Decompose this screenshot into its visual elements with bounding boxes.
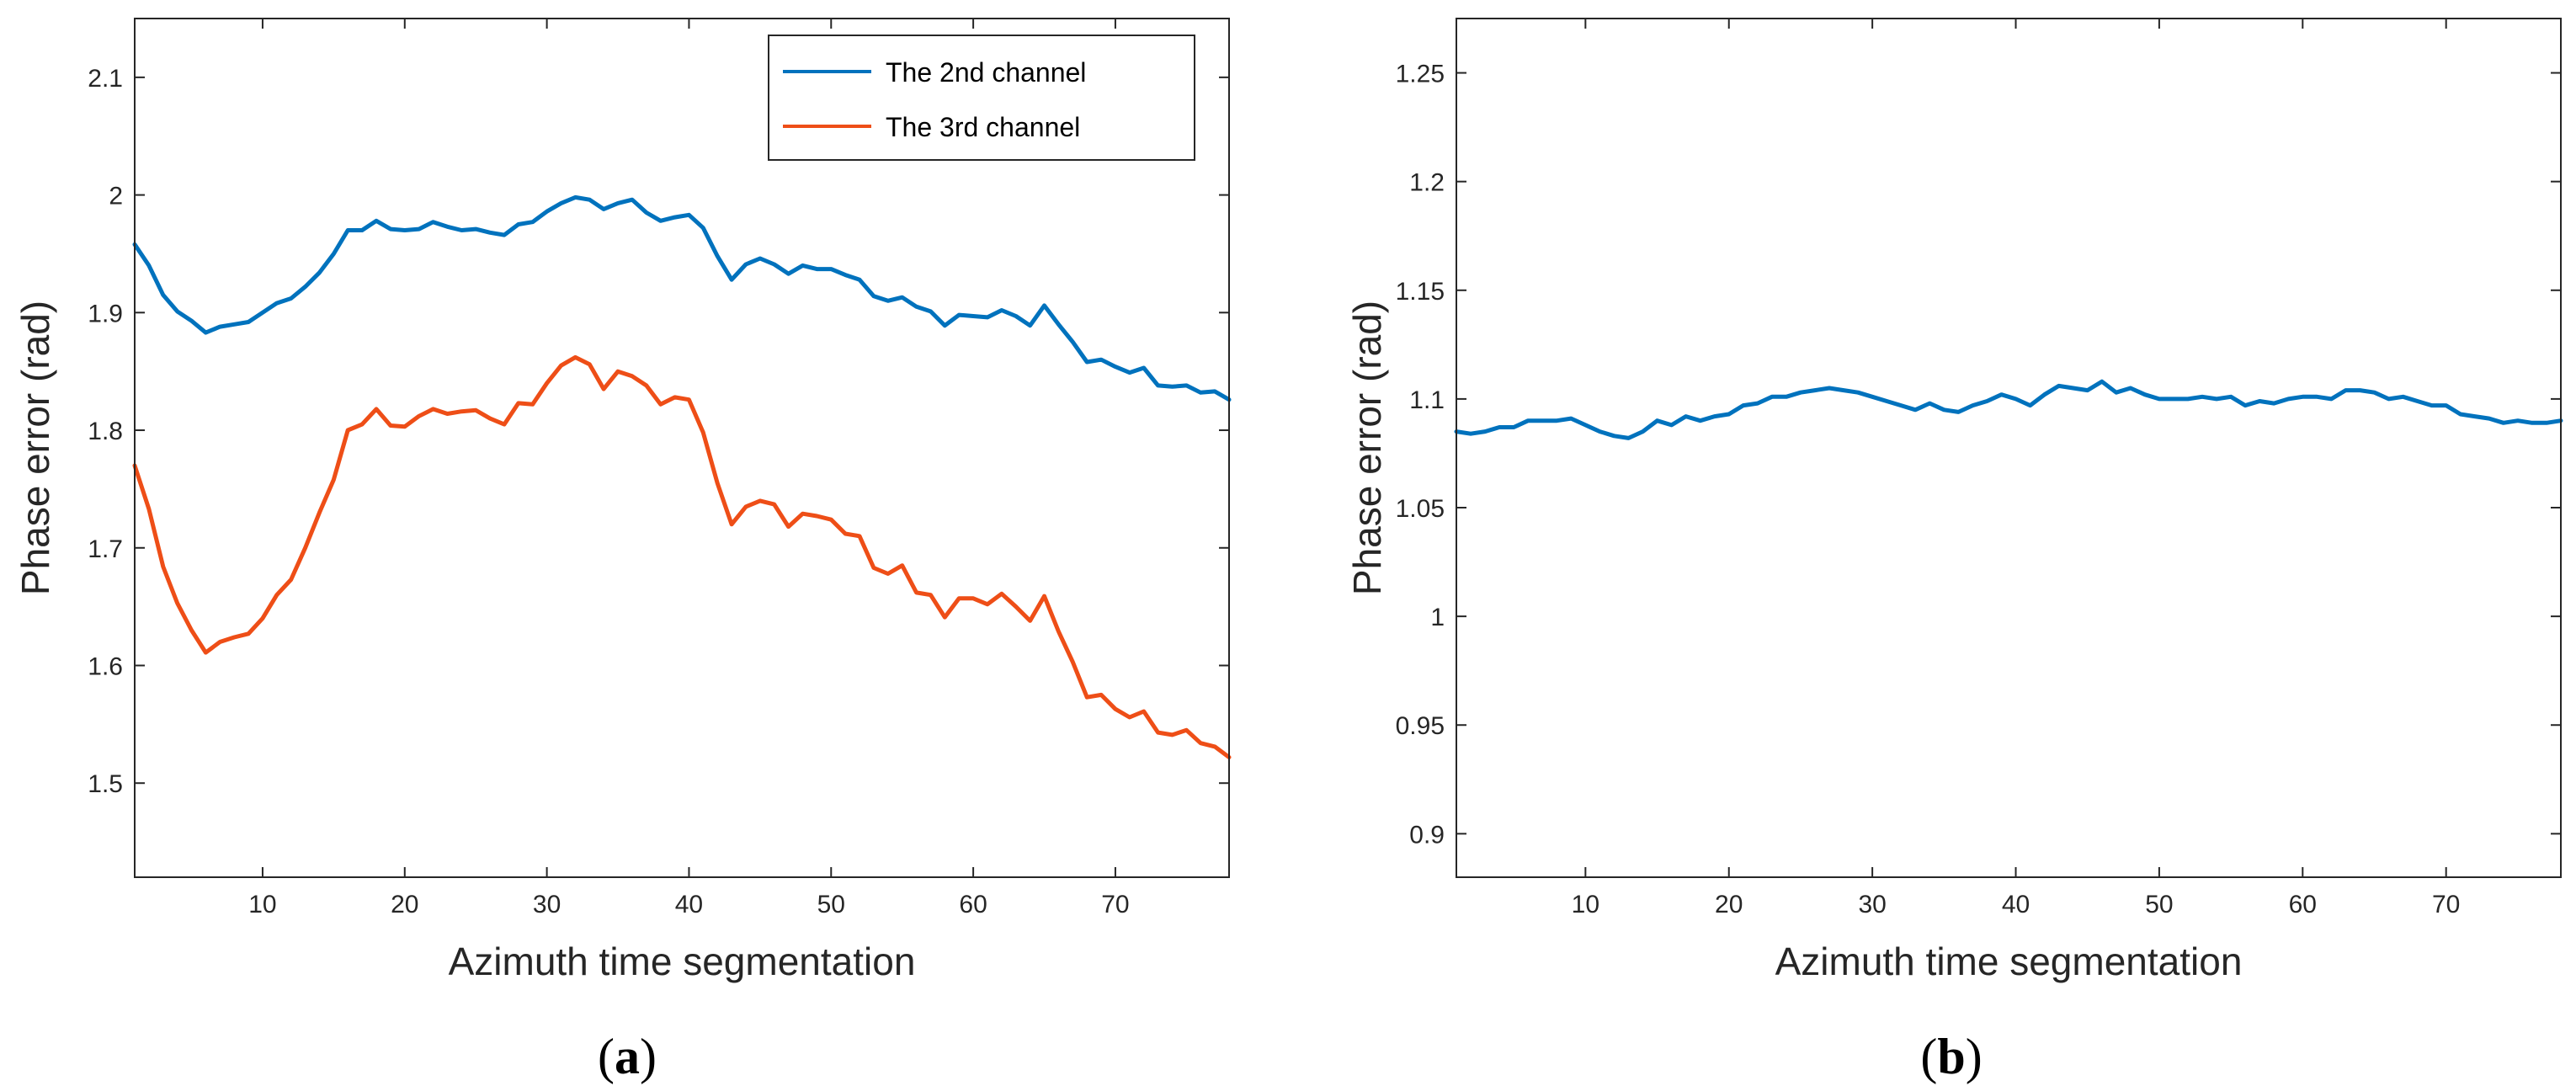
- x-tick-label: 30: [533, 891, 561, 918]
- panel-caption-a: (a): [598, 1029, 657, 1084]
- x-tick-label: 40: [675, 891, 703, 918]
- x-tick-label: 20: [1715, 891, 1743, 918]
- plot-frame-b: [1456, 18, 2562, 878]
- series-line-the-2nd-channel-a: [132, 194, 1232, 402]
- x-axis-label-a: Azimuth time segmentation: [449, 940, 916, 983]
- x-tick-label: 50: [817, 891, 845, 918]
- legend-label-3rd-channel: The 3rd channel: [886, 112, 1080, 142]
- panel-caption-letter-a: a: [615, 1029, 640, 1084]
- legend-box: [768, 35, 1195, 161]
- x-tick-label: 60: [959, 891, 987, 918]
- y-tick-label: 1.8: [88, 418, 123, 445]
- y-tick-label: 1.2: [1409, 169, 1445, 197]
- x-tick-label: 50: [2145, 891, 2173, 918]
- y-tick-label: 1.6: [88, 652, 123, 680]
- plot-frame-a: [134, 18, 1230, 878]
- panel-caption-letter-b: b: [1937, 1029, 1965, 1084]
- chart-panel-a: 10 20 30 40 50 60 70 1.5 1.6 1.7 1.8 1.9 2 2.1 Azimut…: [13, 18, 1232, 1084]
- legend: The 2nd channel The 3rd channel: [768, 35, 1195, 161]
- x-tick-label: 20: [391, 891, 418, 918]
- y-tick-label: 2: [109, 183, 123, 210]
- x-axis-label-b: Azimuth time segmentation: [1775, 940, 2243, 983]
- x-tick-label: 30: [1858, 891, 1886, 918]
- y-tick-label: 1.9: [88, 300, 123, 327]
- x-tick-label: 10: [248, 891, 276, 918]
- y-tick-label: 1.7: [88, 535, 123, 563]
- y-tick-label: 2.1: [88, 65, 123, 93]
- chart-panel-b: 10 20 30 40 50 60 70 0.9 0.95 1 1.05 1.1 1.15 1.2 1.25…: [1345, 18, 2563, 1084]
- y-tick-label: 1.05: [1396, 495, 1445, 523]
- x-tick-label: 10: [1572, 891, 1599, 918]
- panel-caption-b: (b): [1920, 1029, 1982, 1084]
- y-tick-label: 1.1: [1409, 386, 1445, 414]
- y-tick-label: 0.9: [1409, 821, 1445, 849]
- x-tick-label: 40: [2002, 891, 2030, 918]
- legend-label-2nd-channel: The 2nd channel: [886, 57, 1086, 88]
- x-tick-label: 60: [2289, 891, 2317, 918]
- series-line-the-3rd-channel-a: [132, 354, 1232, 759]
- y-tick-label: 1: [1430, 604, 1445, 631]
- x-tick-label: 70: [1101, 891, 1129, 918]
- y-axis-label-a: Phase error (rad): [13, 301, 57, 595]
- x-tick-label: 70: [2432, 891, 2460, 918]
- y-tick-label: 1.25: [1396, 61, 1445, 88]
- y-tick-label: 1.5: [88, 770, 123, 798]
- y-tick-label: 1.15: [1396, 278, 1445, 306]
- y-axis-label-b: Phase error (rad): [1345, 301, 1389, 595]
- series-line-phase-error-b: [1454, 379, 2563, 440]
- y-tick-label: 0.95: [1396, 712, 1445, 740]
